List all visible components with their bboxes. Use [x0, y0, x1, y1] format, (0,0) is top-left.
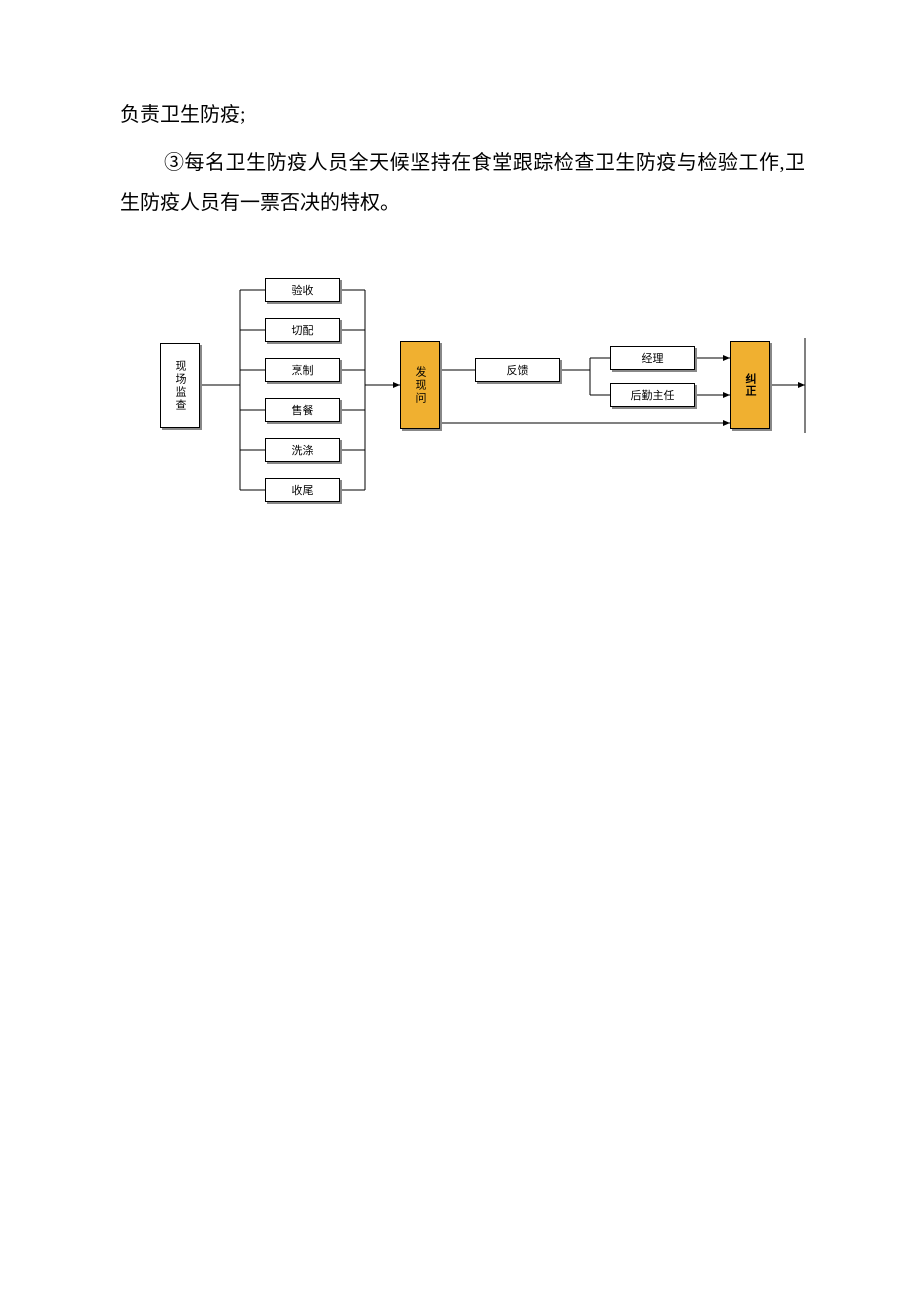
node-manager: 经理	[610, 346, 695, 370]
node-feedback: 反馈	[475, 358, 560, 382]
node-inspect: 现场监查	[160, 343, 200, 428]
flowchart: 现场监查 验收 切配 烹制 售餐 洗涤 收尾 发现问 反馈 经理 后勤主任 纠正	[140, 263, 820, 523]
node-find: 发现问	[400, 341, 440, 429]
flowchart-connectors	[140, 263, 820, 523]
node-step3: 烹制	[265, 358, 340, 382]
node-step1: 验收	[265, 278, 340, 302]
node-step5: 洗涤	[265, 438, 340, 462]
node-step4: 售餐	[265, 398, 340, 422]
paragraph-1: 负责卫生防疫;	[120, 95, 805, 135]
paragraph-2: ③每名卫生防疫人员全天候坚持在食堂跟踪检查卫生防疫与检验工作,卫生防疫人员有一票…	[120, 143, 805, 223]
node-director: 后勤主任	[610, 383, 695, 407]
node-step6: 收尾	[265, 478, 340, 502]
node-correct: 纠正	[730, 341, 770, 429]
node-step2: 切配	[265, 318, 340, 342]
